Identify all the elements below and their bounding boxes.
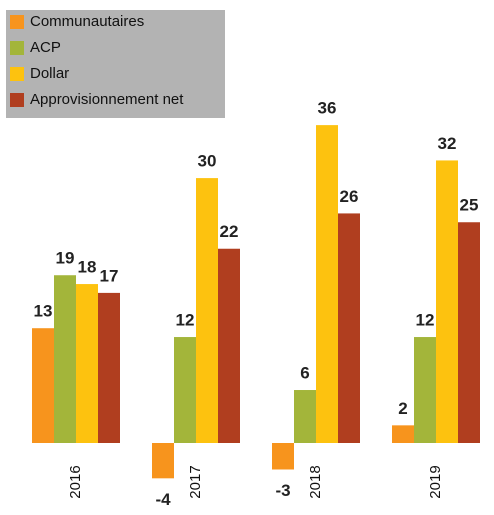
data-label: 25 [460, 196, 479, 215]
legend-swatch [10, 15, 24, 29]
data-label: 30 [198, 152, 217, 171]
data-label: 17 [100, 266, 119, 285]
data-label: -3 [275, 481, 290, 500]
bar [414, 337, 436, 443]
bar [218, 248, 240, 443]
legend-swatch [10, 41, 24, 55]
data-label: 32 [438, 134, 457, 153]
legend-label: Communautaires [30, 13, 144, 30]
bar [316, 125, 338, 444]
data-label: 18 [78, 258, 97, 277]
bar [152, 443, 174, 479]
bar [76, 284, 98, 443]
data-label: 12 [416, 311, 435, 330]
legend-swatch [10, 67, 24, 81]
bar [174, 337, 196, 443]
data-label: 22 [220, 222, 239, 241]
legend-swatch [10, 93, 24, 107]
data-label: 19 [56, 249, 75, 268]
bar [436, 160, 458, 443]
bar [32, 328, 54, 443]
bar [272, 443, 294, 470]
legend-label: ACP [30, 39, 61, 56]
bar [458, 222, 480, 443]
legend-box [6, 10, 225, 118]
data-label: 12 [176, 311, 195, 330]
data-label: 26 [340, 187, 359, 206]
x-tick-label: 2016 [67, 465, 84, 498]
data-label: 2 [398, 399, 407, 418]
bar [98, 292, 120, 443]
data-label: -4 [155, 490, 171, 509]
x-tick-label: 2019 [427, 465, 444, 498]
data-label: 36 [318, 99, 337, 118]
x-tick-label: 2017 [187, 465, 204, 498]
bar [338, 213, 360, 443]
bar [294, 390, 316, 443]
legend-label: Approvisionnement net [30, 91, 184, 108]
legend-label: Dollar [30, 65, 69, 82]
data-label: 6 [300, 364, 309, 383]
bar [54, 275, 76, 443]
bar [196, 178, 218, 443]
data-label: 13 [34, 302, 53, 321]
bar [392, 425, 414, 443]
x-tick-label: 2018 [307, 465, 324, 498]
